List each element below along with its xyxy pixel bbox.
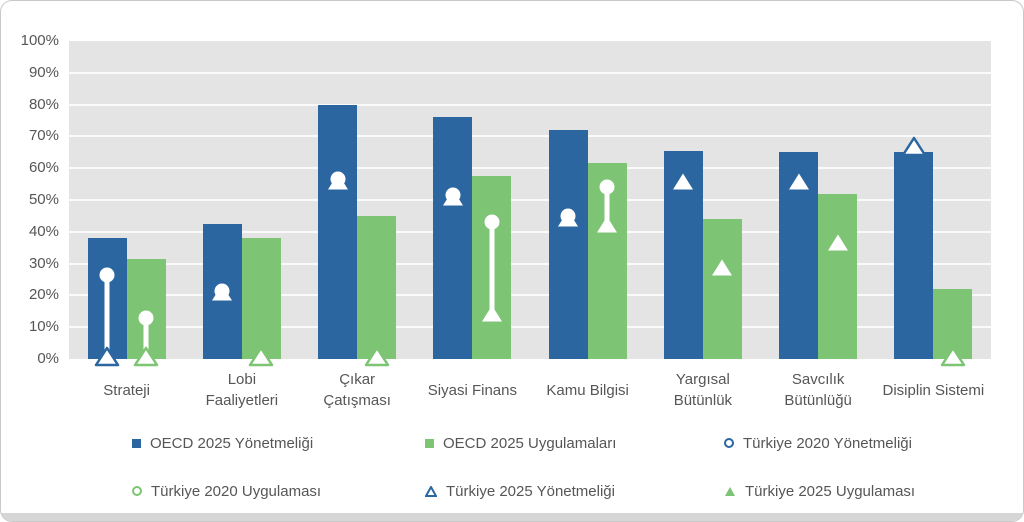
marker-turkiye-2025-uygulamasi [481, 305, 503, 328]
bar-oecd-2025-yonetmeligi [894, 152, 934, 359]
marker-turkiye-2025-yonetmeligi [211, 284, 233, 307]
bar-oecd-2025-uygulamalari [702, 219, 742, 359]
y-axis-tick-label: 30% [28, 254, 59, 272]
marker-turkiye-2025-uygulamasi [248, 346, 274, 372]
marker-turkiye-2025-uygulamasi [364, 346, 390, 372]
gridline [69, 167, 991, 170]
marker-turkiye-2025-yonetmeligi [672, 173, 694, 196]
x-axis-category-label: Lobi Faaliyetleri [205, 371, 279, 409]
bar-oecd-2025-yonetmeligi [433, 117, 473, 359]
y-axis-tick-label: 90% [28, 63, 59, 81]
marker-turkiye-2020-uygulamasi [599, 179, 615, 195]
x-axis-category-label: Siyasi Finans [427, 381, 517, 399]
legend-label: Türkiye 2020 Yönetmeliği [743, 434, 912, 452]
marker-turkiye-2025-yonetmeligi [327, 173, 349, 196]
plot-area [69, 41, 991, 367]
gridline [69, 135, 991, 138]
legend-marker-circle [724, 438, 734, 448]
x-axis-category-label: Disiplin Sistemi [882, 381, 985, 399]
legend-marker-triangle-outline [425, 485, 437, 497]
legend-marker-circle [132, 486, 142, 496]
marker-turkiye-2025-yonetmeligi [557, 209, 579, 232]
legend: OECD 2025 Yönetmeliği OECD 2025 Uygulamal… [132, 419, 1004, 515]
x-axis-category-label: Kamu Bilgisi [546, 381, 629, 399]
legend-marker-square [425, 438, 434, 448]
marker-turkiye-2025-yonetmeligi [901, 136, 927, 162]
marker-turkiye-2025-uygulamasi [940, 346, 966, 372]
bar-oecd-2025-yonetmeligi [548, 130, 588, 359]
x-axis-category-label: Yargısal Bütünlük [673, 371, 733, 409]
bar-oecd-2025-uygulamalari [357, 215, 397, 359]
y-axis-tick-label: 10% [28, 318, 59, 336]
y-axis-tick-label: 50% [28, 191, 59, 208]
marker-stem [489, 222, 495, 317]
marker-turkiye-2020-yonetmeligi [99, 267, 115, 283]
marker-stem [143, 317, 149, 359]
y-axis-tick-label: 100% [20, 32, 59, 49]
legend-item: OECD 2025 Yönetmeliği [132, 419, 425, 467]
legend-label: Türkiye 2020 Uygulaması [151, 482, 322, 500]
marker-turkiye-2025-yonetmeligi [94, 346, 120, 372]
marker-turkiye-2020-uygulamasi [484, 214, 500, 230]
marker-stem [604, 187, 610, 228]
marker-turkiye-2025-yonetmeligi [442, 189, 464, 212]
y-axis-tick-label: 0% [37, 350, 59, 367]
marker-turkiye-2025-uygulamasi [711, 258, 733, 281]
x-axis-category-label: Savcılık Bütünlüğü [784, 371, 852, 409]
legend-item: Türkiye 2020 Uygulaması [132, 467, 425, 515]
gridline [69, 199, 991, 201]
bar-oecd-2025-yonetmeligi [318, 104, 358, 359]
gridline [69, 294, 991, 297]
x-axis: Strateji Lobi Faaliyetleri Çıkar Çatışması… [69, 365, 991, 415]
bar-oecd-2025-uygulamalari [818, 193, 858, 359]
marker-turkiye-2025-uygulamasi [827, 233, 849, 256]
x-axis-category-label: Strateji [103, 381, 150, 399]
legend-item: Türkiye 2025 Yönetmeliği [425, 467, 724, 515]
marker-turkiye-2020-uygulamasi [138, 310, 154, 326]
y-axis-tick-label: 70% [28, 127, 59, 145]
bar-oecd-2025-uygulamalari [241, 238, 281, 359]
legend-item: Türkiye 2025 Uygulaması [724, 467, 1004, 515]
gridline [69, 71, 991, 74]
legend-marker-square [132, 438, 141, 448]
gridline [69, 230, 991, 233]
marker-turkiye-2025-uygulamasi [133, 346, 159, 372]
y-axis-tick-label: 40% [28, 222, 59, 240]
marker-turkiye-2025-uygulamasi [596, 216, 618, 239]
y-axis-tick-label: 80% [28, 95, 59, 113]
y-axis-tick-label: 20% [28, 286, 59, 304]
gridline [69, 103, 991, 106]
legend-label: Türkiye 2025 Yönetmeliği [446, 482, 615, 500]
gridline [69, 262, 991, 265]
x-axis-category-label: Çıkar Çatışması [323, 371, 391, 409]
marker-turkiye-2025-yonetmeligi [788, 173, 810, 196]
marker-stem [104, 274, 110, 359]
legend-marker-triangle-filled [724, 486, 736, 497]
bottom-strip [1, 513, 1023, 521]
legend-label: OECD 2025 Uygulamaları [443, 434, 617, 452]
gridline [69, 326, 991, 329]
legend-label: OECD 2025 Yönetmeliği [150, 434, 314, 452]
legend-item: OECD 2025 Uygulamaları [425, 419, 724, 467]
legend-label: Türkiye 2025 Uygulaması [745, 482, 916, 500]
y-axis-tick-label: 60% [28, 159, 59, 177]
legend-item: Türkiye 2020 Yönetmeliği [724, 419, 1004, 467]
